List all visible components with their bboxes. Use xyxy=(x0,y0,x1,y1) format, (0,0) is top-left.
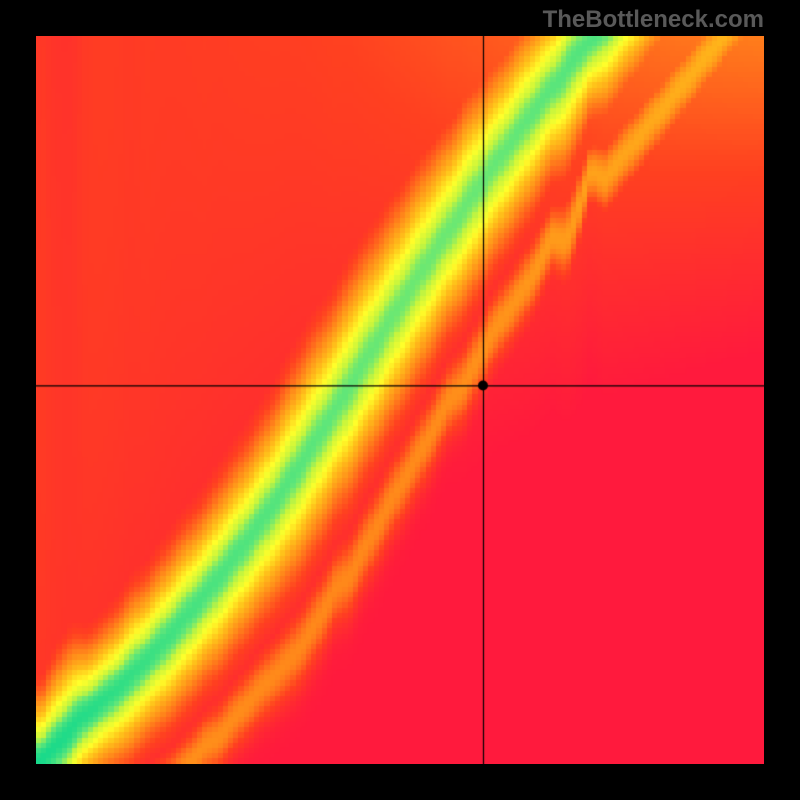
chart-container: TheBottleneck.com xyxy=(0,0,800,800)
watermark-text: TheBottleneck.com xyxy=(543,6,764,34)
bottleneck-heatmap xyxy=(36,36,764,764)
